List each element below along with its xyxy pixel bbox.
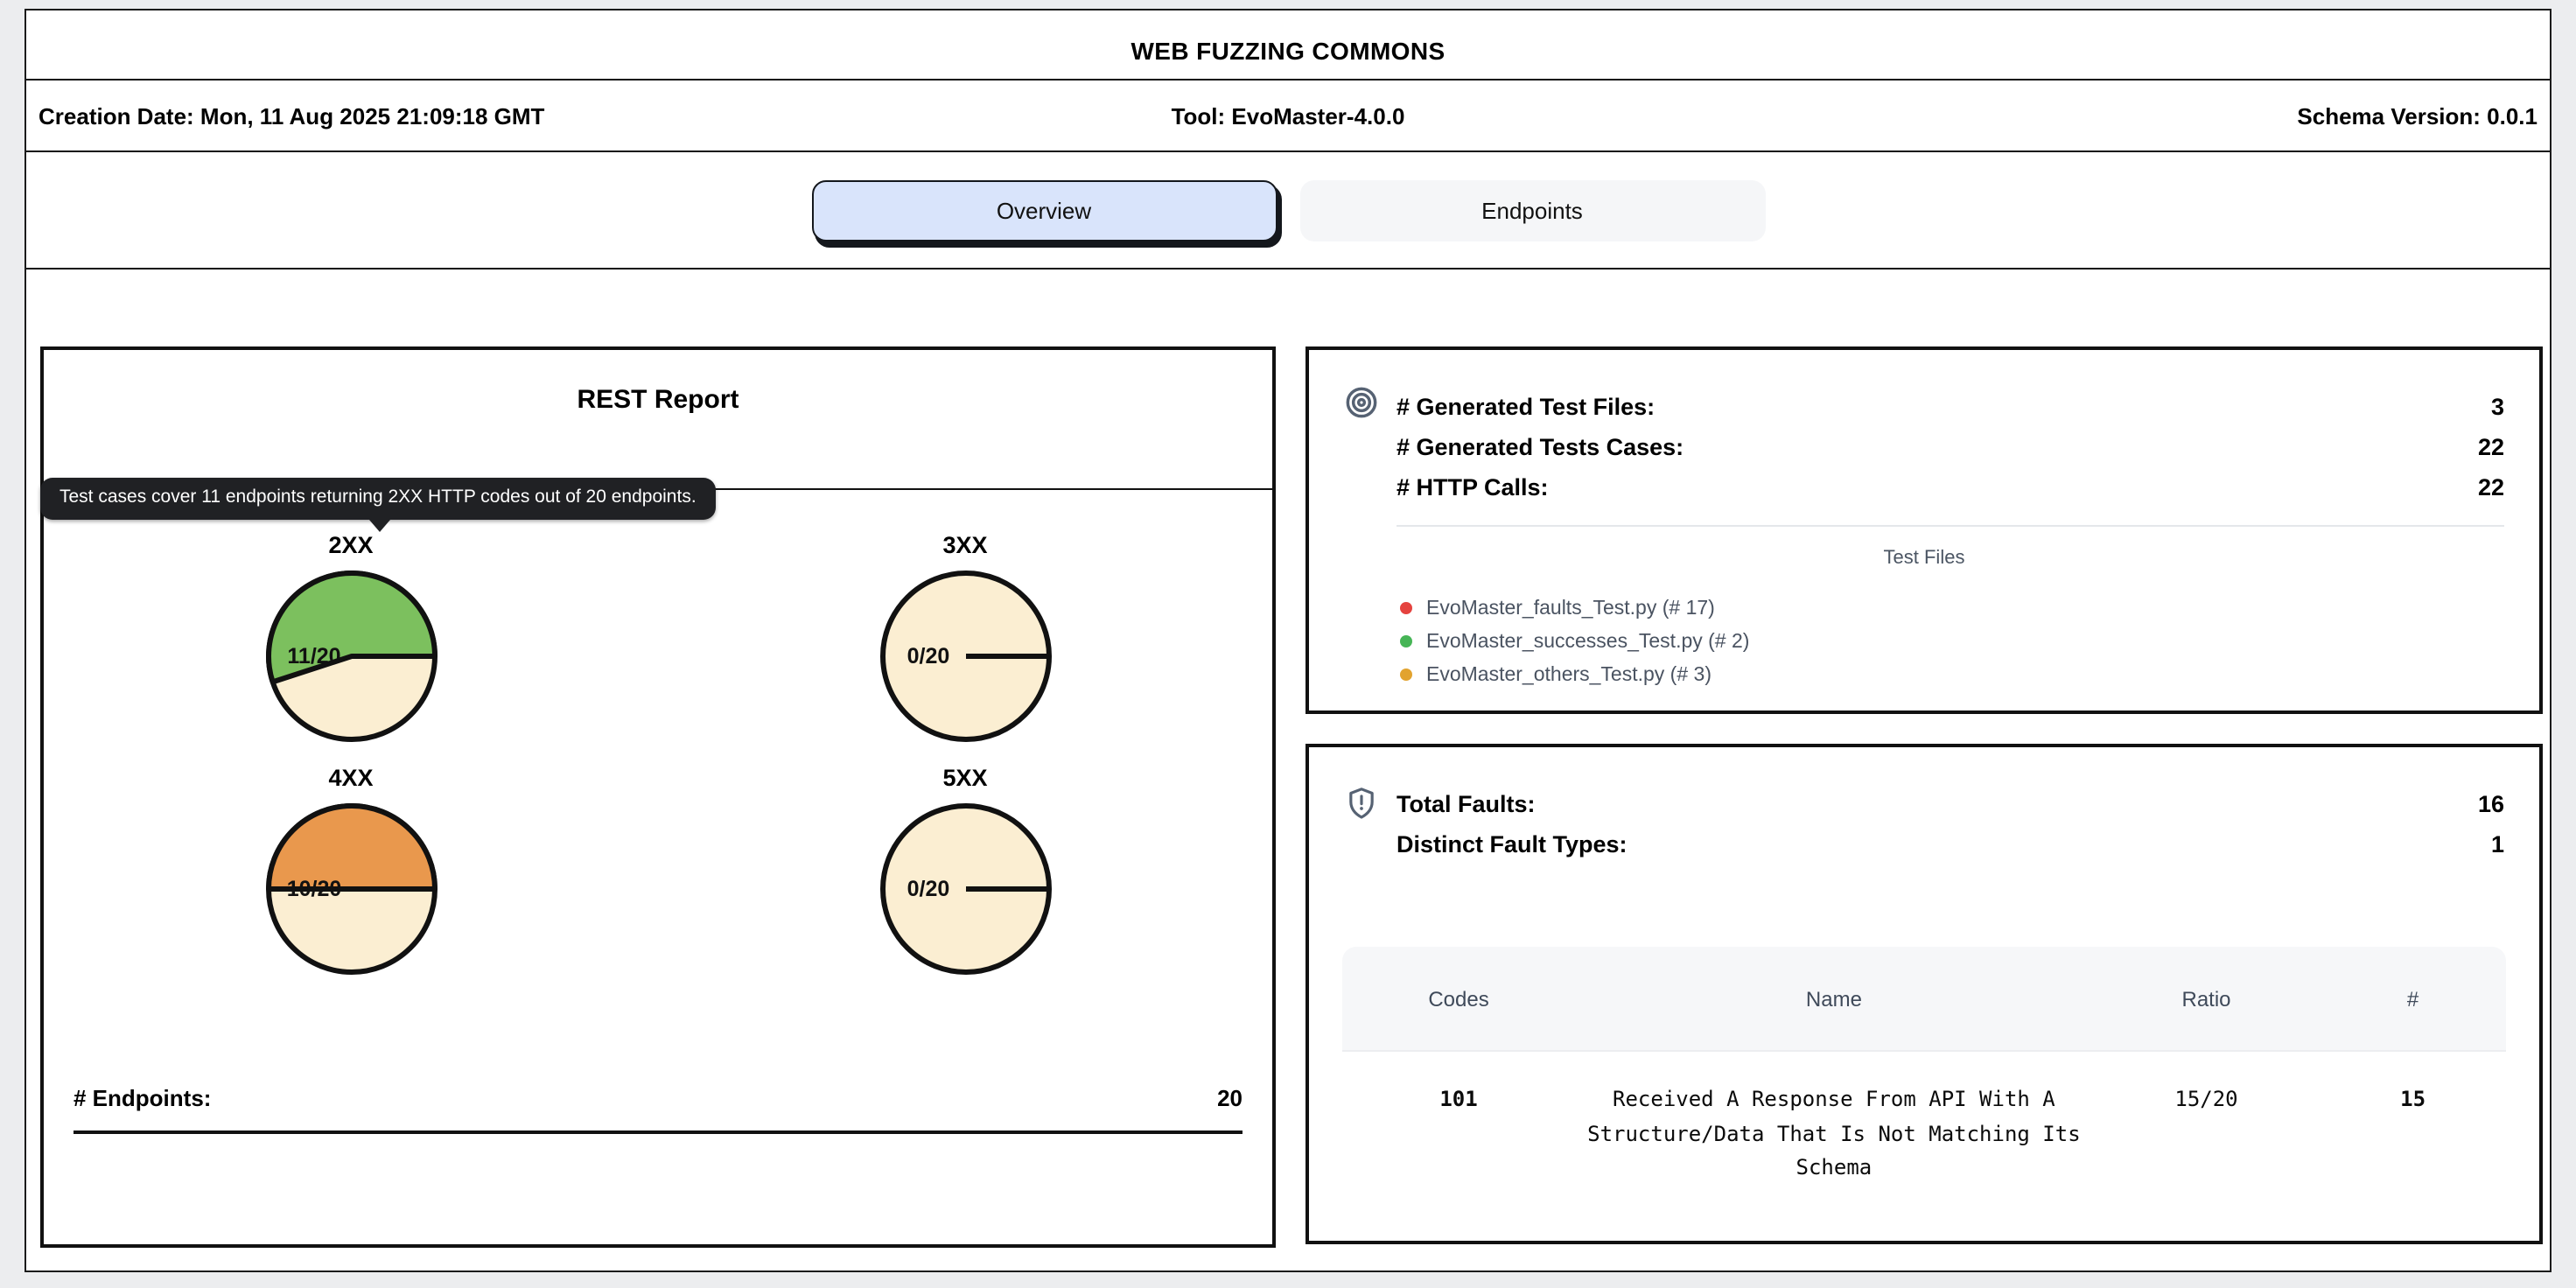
faults-table: Codes Name Ratio # 101 Received A Respon… <box>1342 947 2506 1224</box>
endpoints-label: # Endpoints: <box>74 1085 212 1111</box>
stat-label: # Generated Tests Cases: <box>1396 434 1684 460</box>
red-dot-icon <box>1400 602 1412 614</box>
generated-stats: # Generated Test Files: 3 # Generated Te… <box>1396 387 2504 508</box>
fault-code: 101 <box>1439 1087 1478 1111</box>
pie-4xx-chart <box>265 803 437 975</box>
rest-report-title: REST Report <box>577 385 739 415</box>
coverage-tooltip-text: Test cases cover 11 endpoints returning … <box>60 486 696 508</box>
pie-5xx-chart <box>879 803 1051 975</box>
tab-overview[interactable]: Overview <box>811 179 1277 241</box>
test-file-name: EvoMaster_successes_Test.py (# 2) <box>1426 631 1750 652</box>
pie-5xx-label: 5XX <box>942 765 988 791</box>
pie-3xx-label: 3XX <box>942 532 988 558</box>
pie-3xx: 3XX 0/20 <box>874 532 1056 747</box>
tool-version: Tool: EvoMaster-4.0.0 <box>1171 102 1405 129</box>
faults-stats: Total Faults: 16 Distinct Fault Types: 1 <box>1396 784 2504 864</box>
stat-row: # HTTP Calls: 22 <box>1396 467 2504 508</box>
coverage-tooltip: Test cases cover 11 endpoints returning … <box>40 478 716 532</box>
stat-value: 1 <box>2490 831 2504 858</box>
status-pies: 2XX 11/20 3XX 0/20 4XX 10/20 5XX <box>44 532 1272 980</box>
pie-4xx-label: 4XX <box>328 765 374 791</box>
stat-row: Total Faults: 16 <box>1396 784 2504 824</box>
test-files-title: Test Files <box>1883 548 1965 569</box>
stat-value: 22 <box>2477 434 2504 460</box>
stat-value: 3 <box>2490 394 2504 420</box>
pie-2xx-chart <box>265 570 437 742</box>
pie-5xx-value: 0/20 <box>906 877 950 901</box>
column-header-count: # <box>2406 986 2419 1011</box>
pie-3xx-chart <box>879 570 1051 742</box>
stat-value: 16 <box>2477 791 2504 817</box>
divider <box>1396 525 2504 527</box>
schema-version: Schema Version: 0.0.1 <box>2297 102 2538 129</box>
green-dot-icon <box>1400 635 1412 648</box>
endpoints-value: 20 <box>1217 1085 1242 1111</box>
column-header-name: Name <box>1805 986 1862 1011</box>
column-header-ratio: Ratio <box>2181 986 2231 1011</box>
fault-count: 15 <box>2400 1087 2426 1111</box>
tab-endpoints[interactable]: Endpoints <box>1299 179 1765 241</box>
target-icon <box>1346 387 1377 418</box>
faults-card: Total Faults: 16 Distinct Fault Types: 1… <box>1306 744 2543 1244</box>
creation-date: Creation Date: Mon, 11 Aug 2025 21:09:18… <box>38 102 545 129</box>
test-file-name: EvoMaster_faults_Test.py (# 17) <box>1426 598 1715 619</box>
stat-label: # HTTP Calls: <box>1396 474 1549 500</box>
table-row: 101 Received A Response From API With A … <box>1342 1050 2506 1224</box>
test-file-name: EvoMaster_others_Test.py (# 3) <box>1426 664 1712 685</box>
fault-ratio: 15/20 <box>2174 1087 2238 1111</box>
stat-label: Total Faults: <box>1396 791 1536 817</box>
report-container: WEB FUZZING COMMONS Creation Date: Mon, … <box>24 9 2552 1272</box>
fault-name: Received A Response From API With A Stru… <box>1587 1087 2081 1180</box>
tabs: Overview Endpoints <box>26 152 2550 270</box>
tooltip-arrow-icon <box>369 520 390 532</box>
shield-alert-icon <box>1349 788 1374 819</box>
stat-row: Distinct Fault Types: 1 <box>1396 824 2504 864</box>
endpoints-total-row: # Endpoints: 20 <box>74 1085 1242 1134</box>
meta-row: Creation Date: Mon, 11 Aug 2025 21:09:18… <box>26 80 2550 152</box>
list-item: EvoMaster_faults_Test.py (# 17) <box>1400 592 2539 625</box>
list-item: EvoMaster_successes_Test.py (# 2) <box>1400 625 2539 658</box>
stat-label: # Generated Test Files: <box>1396 394 1656 420</box>
pie-4xx-value: 10/20 <box>286 877 342 901</box>
amber-dot-icon <box>1400 668 1412 681</box>
pie-2xx: 2XX 11/20 <box>260 532 442 747</box>
pie-2xx-label: 2XX <box>328 532 374 558</box>
pie-3xx-value: 0/20 <box>906 644 950 668</box>
generated-tests-card: # Generated Test Files: 3 # Generated Te… <box>1306 346 2543 714</box>
column-header-codes: Codes <box>1428 986 1489 1011</box>
stat-label: Distinct Fault Types: <box>1396 831 1628 858</box>
pie-4xx: 4XX 10/20 <box>260 765 442 980</box>
page-title: WEB FUZZING COMMONS <box>26 10 2550 80</box>
stat-value: 22 <box>2477 474 2504 500</box>
list-item: EvoMaster_others_Test.py (# 3) <box>1400 658 2539 691</box>
pie-5xx: 5XX 0/20 <box>874 765 1056 980</box>
stat-row: # Generated Tests Cases: 22 <box>1396 427 2504 467</box>
pie-2xx-value: 11/20 <box>287 644 341 668</box>
stat-row: # Generated Test Files: 3 <box>1396 387 2504 427</box>
faults-table-header: Codes Name Ratio # <box>1342 947 2506 1050</box>
test-files-list: EvoMaster_faults_Test.py (# 17) EvoMaste… <box>1400 592 2539 691</box>
rest-report-card: REST Report Test cases cover 11 endpoint… <box>40 346 1276 1248</box>
